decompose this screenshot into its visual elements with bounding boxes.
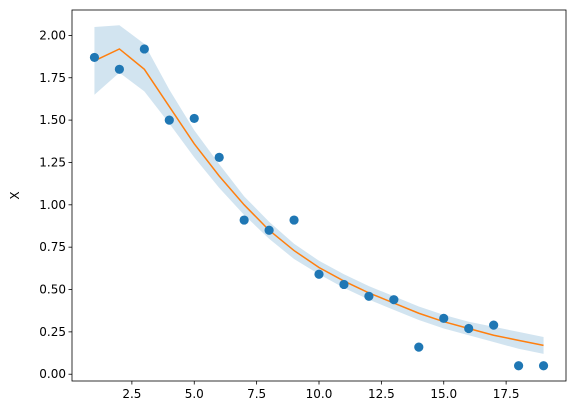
scatter-point (389, 295, 399, 305)
scatter-point (289, 215, 299, 225)
scatter-point (364, 291, 374, 301)
y-tick-label: 1.25 (39, 155, 66, 169)
scatter-point (439, 313, 449, 323)
y-tick-label: 1.00 (39, 198, 66, 212)
scatter-point (489, 320, 499, 330)
x-tick-label: 12.5 (368, 387, 395, 401)
scatter-point (139, 44, 149, 54)
scatter-point (189, 113, 199, 124)
y-axis-label: X (8, 191, 22, 199)
confidence-band-layer (94, 25, 544, 354)
scatter-point (114, 64, 124, 74)
scatter-point (239, 215, 249, 225)
x-tick-label: 10.0 (306, 387, 333, 401)
y-axis-ticks: 0.00 0.25 0.50 0.75 1.00 1.25 1.50 1.75 2.00 (39, 28, 72, 381)
scatter-point (538, 361, 549, 371)
y-tick-label: 1.75 (39, 71, 66, 85)
scatter-point (414, 342, 424, 352)
y-tick-label: 2.00 (39, 28, 66, 42)
scatter-point (89, 52, 100, 63)
x-tick-label: 15.0 (430, 387, 457, 401)
scatter-points-layer (89, 44, 549, 371)
scatter-point (314, 269, 324, 279)
x-tick-label: 17.5 (493, 387, 520, 401)
scatter-point (514, 361, 524, 371)
x-tick-label: 5.0 (185, 387, 204, 401)
y-tick-label: 0.25 (39, 325, 66, 339)
x-tick-label: 2.5 (122, 387, 141, 401)
y-tick-label: 0.00 (39, 367, 66, 381)
y-tick-label: 0.50 (39, 283, 66, 297)
scatter-point (464, 323, 474, 334)
scatter-point (164, 115, 174, 125)
x-axis-ticks: 2.5 5.0 7.5 10.0 12.5 15.0 17.5 (122, 381, 519, 401)
scatter-point (264, 225, 274, 235)
x-tick-label: 7.5 (247, 387, 266, 401)
scatter-point (339, 279, 349, 290)
confidence-band (94, 25, 544, 354)
scatter-point (214, 152, 224, 162)
y-tick-label: 1.50 (39, 113, 66, 127)
y-tick-label: 0.75 (39, 240, 66, 254)
